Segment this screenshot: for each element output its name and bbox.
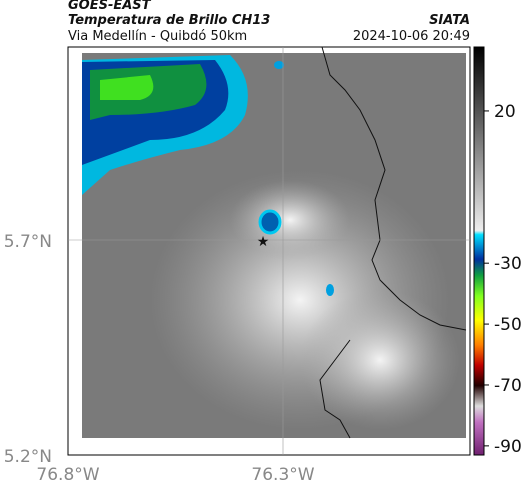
subtitle: Temperatura de Brillo CH13: [68, 13, 270, 28]
y-tick-label: 5.7°N: [4, 232, 52, 252]
y-tick-label: 5.2°N: [4, 447, 52, 467]
map-area: ★: [67, 46, 471, 456]
colorbar-tick-label: 20: [494, 102, 516, 122]
colorbar-tick-label: -50: [494, 315, 522, 335]
colorbar-tick-label: -70: [494, 376, 522, 396]
source: SIATA: [429, 13, 470, 28]
colorbar: 20 -30 -50 -70 -90: [473, 46, 522, 457]
datetime: 2024-10-06 20:49: [353, 29, 470, 44]
title: GOES-EAST: [68, 0, 152, 13]
route: Via Medellín - Quibdó 50km: [68, 29, 247, 44]
x-tick-label: 76.3°W: [251, 465, 314, 485]
colorbar-tick-label: -30: [494, 254, 522, 274]
colorbar-tick-label: -90: [494, 437, 522, 457]
x-tick-label: 76.8°W: [36, 465, 99, 485]
location-marker: ★: [257, 234, 270, 250]
